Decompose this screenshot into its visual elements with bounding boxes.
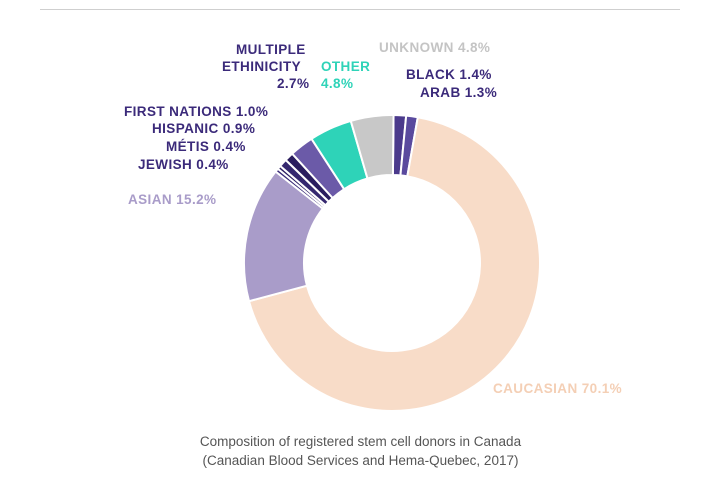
label-caucasian: CAUCASIAN 70.1% [493, 381, 623, 396]
label-jewish: JEWISH 0.4% [138, 157, 229, 172]
label-arab: ARAB 1.3% [420, 85, 498, 100]
label-hispanic: HISPANIC 0.9% [152, 121, 256, 136]
label-metis: MÉTIS 0.4% [166, 139, 246, 154]
label-other-line2: 4.8% [321, 76, 354, 91]
label-other-line1: OTHER [321, 59, 371, 74]
chart-caption-line2: (Canadian Blood Services and Hema-Quebec… [202, 453, 519, 468]
label-multiple-line2: ETHINICITY [222, 59, 302, 74]
label-multiple-line1: MULTIPLE [236, 42, 306, 57]
donut-chart-svg [243, 113, 541, 412]
top-divider [40, 9, 680, 10]
label-unknown: UNKNOWN 4.8% [379, 40, 491, 55]
slice-caucasian [247, 116, 541, 412]
label-multiple-line3: 2.7% [277, 76, 310, 91]
chart-caption-line1: Composition of registered stem cell dono… [199, 434, 522, 449]
label-black: BLACK 1.4% [406, 67, 492, 82]
donut-chart [243, 113, 541, 412]
slice-unknown [349, 114, 395, 180]
label-asian: ASIAN 15.2% [128, 192, 217, 207]
label-first-nations: FIRST NATIONS 1.0% [124, 104, 269, 119]
